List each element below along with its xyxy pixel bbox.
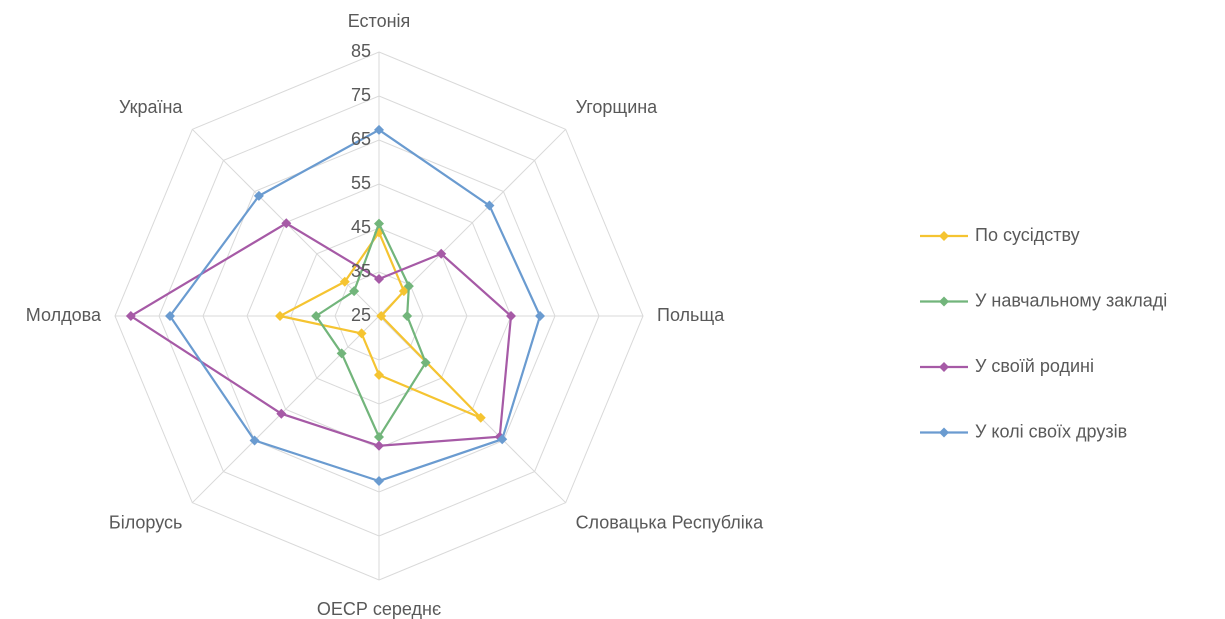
legend-label: У навчальному закладі [975,290,1167,310]
series-marker [374,440,384,451]
series-marker [376,311,387,321]
series-marker [374,218,384,229]
series-marker [475,412,486,423]
series-line [276,230,482,419]
series-marker [497,434,508,445]
legend-marker [939,296,949,307]
tick-label: 55 [351,173,371,193]
category-label: ОЕСР середнє [317,599,441,619]
series-marker [374,476,384,486]
legend-label: По сусідству [975,225,1080,245]
series-marker [339,276,350,287]
tick-label: 35 [351,261,371,281]
category-label: Польща [657,305,725,325]
legend-marker [939,362,949,372]
series-line [128,222,513,447]
category-label: Україна [119,97,183,117]
legend-marker [939,427,949,438]
series-marker [349,286,360,297]
series-marker [402,311,413,321]
series-marker [249,435,260,446]
category-label: Білорусь [109,513,183,533]
series-marker [535,311,546,321]
tick-label: 65 [351,129,371,149]
series-marker [336,348,347,359]
category-label: Словацька Республіка [576,513,765,533]
series-marker [420,357,431,368]
series-marker [403,281,414,292]
tick-label: 25 [351,305,371,325]
legend-label: У своїй родині [975,356,1094,376]
series-marker [374,432,384,442]
series-marker [436,248,447,259]
legend-marker [939,231,949,241]
category-label: Молдова [26,305,102,325]
series-line [314,220,427,440]
series-marker [484,200,495,211]
category-label: Угорщина [576,97,659,117]
series-marker [125,311,136,321]
series-marker [374,124,384,135]
series-marker [356,328,367,339]
grid-spoke [191,315,380,504]
series-marker [374,274,384,285]
series-marker [311,311,322,321]
series-marker [253,190,264,201]
tick-label: 75 [351,85,371,105]
series-marker [275,311,285,321]
tick-label: 85 [351,41,371,61]
series-marker [374,369,384,380]
series-marker [281,218,292,229]
legend-label: У колі своїх друзів [975,421,1127,441]
category-label: Естонія [348,11,411,31]
series-marker [276,408,287,419]
tick-label: 45 [351,217,371,237]
series-marker [506,311,516,321]
series-marker [165,311,175,321]
